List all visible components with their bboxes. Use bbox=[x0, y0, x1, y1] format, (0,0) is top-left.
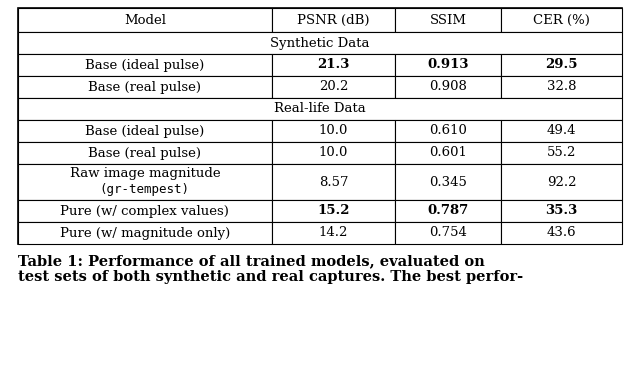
Bar bbox=[501, 8, 622, 32]
Bar bbox=[396, 164, 501, 200]
Bar bbox=[501, 120, 622, 142]
Bar bbox=[18, 32, 622, 54]
Text: 10.0: 10.0 bbox=[319, 146, 348, 160]
Text: Base (real pulse): Base (real pulse) bbox=[88, 81, 202, 93]
Bar bbox=[396, 200, 501, 222]
Bar bbox=[271, 76, 396, 98]
Bar bbox=[396, 222, 501, 244]
Text: 43.6: 43.6 bbox=[547, 227, 577, 239]
Text: 0.345: 0.345 bbox=[429, 176, 467, 188]
Text: CER (%): CER (%) bbox=[533, 14, 590, 26]
Bar bbox=[396, 54, 501, 76]
Text: SSIM: SSIM bbox=[430, 14, 467, 26]
Bar bbox=[271, 164, 396, 200]
Bar bbox=[18, 54, 271, 76]
Text: Base (ideal pulse): Base (ideal pulse) bbox=[85, 124, 204, 138]
Bar bbox=[18, 222, 271, 244]
Text: 15.2: 15.2 bbox=[317, 205, 350, 217]
Bar bbox=[396, 76, 501, 98]
Text: Model: Model bbox=[124, 14, 166, 26]
Text: 0.610: 0.610 bbox=[429, 124, 467, 138]
Text: Pure (w/ magnitude only): Pure (w/ magnitude only) bbox=[60, 227, 230, 239]
Text: 35.3: 35.3 bbox=[545, 205, 578, 217]
Bar bbox=[18, 200, 271, 222]
Bar bbox=[18, 142, 271, 164]
Text: 32.8: 32.8 bbox=[547, 81, 577, 93]
Text: 55.2: 55.2 bbox=[547, 146, 576, 160]
Text: Pure (w/ complex values): Pure (w/ complex values) bbox=[60, 205, 229, 217]
Text: (gr-tempest): (gr-tempest) bbox=[100, 183, 190, 197]
Bar bbox=[396, 142, 501, 164]
Bar bbox=[501, 76, 622, 98]
Text: Real-life Data: Real-life Data bbox=[274, 102, 366, 116]
Text: 0.754: 0.754 bbox=[429, 227, 467, 239]
Bar bbox=[271, 222, 396, 244]
Bar bbox=[271, 200, 396, 222]
Text: 21.3: 21.3 bbox=[317, 59, 350, 71]
Text: 0.908: 0.908 bbox=[429, 81, 467, 93]
Text: 0.601: 0.601 bbox=[429, 146, 467, 160]
Bar bbox=[18, 8, 271, 32]
Text: 29.5: 29.5 bbox=[545, 59, 578, 71]
Bar bbox=[18, 8, 622, 244]
Text: 10.0: 10.0 bbox=[319, 124, 348, 138]
Text: 20.2: 20.2 bbox=[319, 81, 348, 93]
Text: PSNR (dB): PSNR (dB) bbox=[298, 14, 370, 26]
Text: Raw image magnitude: Raw image magnitude bbox=[70, 168, 220, 180]
Bar bbox=[396, 120, 501, 142]
Bar bbox=[501, 222, 622, 244]
Text: Base (real pulse): Base (real pulse) bbox=[88, 146, 202, 160]
Text: 92.2: 92.2 bbox=[547, 176, 577, 188]
Bar bbox=[18, 76, 271, 98]
Text: 8.57: 8.57 bbox=[319, 176, 348, 188]
Text: Base (ideal pulse): Base (ideal pulse) bbox=[85, 59, 204, 71]
Text: 0.787: 0.787 bbox=[428, 205, 469, 217]
Text: Table 1: Performance of all trained models, evaluated on: Table 1: Performance of all trained mode… bbox=[18, 254, 484, 268]
Bar bbox=[271, 8, 396, 32]
Bar bbox=[271, 142, 396, 164]
Bar bbox=[501, 142, 622, 164]
Text: 14.2: 14.2 bbox=[319, 227, 348, 239]
Bar bbox=[18, 98, 622, 120]
Text: 49.4: 49.4 bbox=[547, 124, 577, 138]
Text: Synthetic Data: Synthetic Data bbox=[270, 37, 370, 49]
Bar bbox=[18, 164, 271, 200]
Text: test sets of both synthetic and real captures. The best perfor-: test sets of both synthetic and real cap… bbox=[18, 270, 523, 284]
Bar bbox=[18, 120, 271, 142]
Bar bbox=[271, 54, 396, 76]
Text: 0.913: 0.913 bbox=[428, 59, 469, 71]
Bar bbox=[501, 54, 622, 76]
Bar bbox=[501, 164, 622, 200]
Bar bbox=[396, 8, 501, 32]
Bar bbox=[501, 200, 622, 222]
Bar bbox=[271, 120, 396, 142]
